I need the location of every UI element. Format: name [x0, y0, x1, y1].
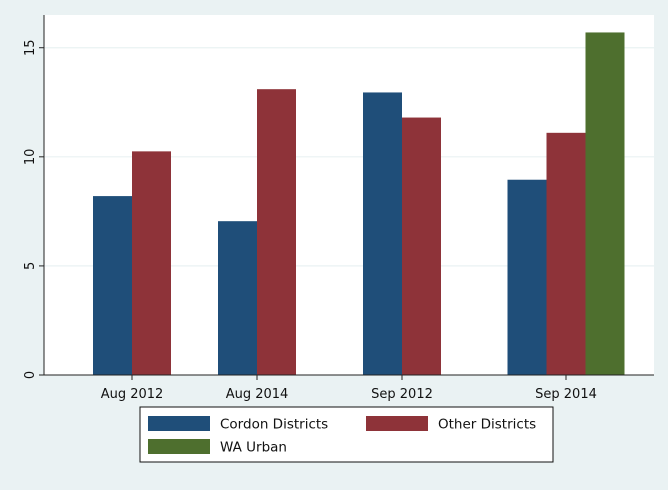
bars: [93, 32, 625, 376]
y-tick-label: 10: [23, 149, 38, 166]
y-tick-label: 15: [23, 39, 38, 56]
legend-swatch: [148, 439, 210, 454]
bar-cordon-districts-sep-2014: [507, 179, 547, 375]
bar-cordon-districts-sep-2012: [363, 92, 402, 376]
bar-other-districts-aug-2014: [257, 89, 296, 375]
legend-label: Cordon Districts: [220, 417, 328, 433]
x-tick-label: Sep 2012: [371, 387, 433, 402]
y-tick-label: 5: [23, 262, 38, 270]
x-tick-label: Aug 2014: [226, 387, 289, 402]
legend: Cordon Districts Other Districts WA Urban: [139, 406, 554, 463]
legend-label: Other Districts: [438, 417, 536, 433]
bar-cordon-districts-aug-2014: [218, 221, 257, 375]
x-axis-ticks: Aug 2012 Aug 2014 Sep 2012 Sep 2014: [101, 375, 597, 402]
bar-other-districts-sep-2014: [546, 132, 586, 375]
y-tick-label: 0: [23, 371, 38, 379]
x-tick-label: Aug 2012: [101, 387, 164, 402]
legend-swatch: [148, 416, 210, 431]
legend-swatch: [366, 416, 428, 431]
bar-cordon-districts-aug-2012: [93, 196, 132, 375]
bar-other-districts-sep-2012: [402, 117, 441, 375]
bar-other-districts-aug-2012: [132, 151, 171, 375]
legend-label: WA Urban: [220, 440, 287, 456]
bar-wa-urban-sep-2014: [585, 32, 625, 376]
x-tick-label: Sep 2014: [535, 387, 597, 402]
y-axis-ticks: 0 5 10 15: [23, 39, 44, 379]
